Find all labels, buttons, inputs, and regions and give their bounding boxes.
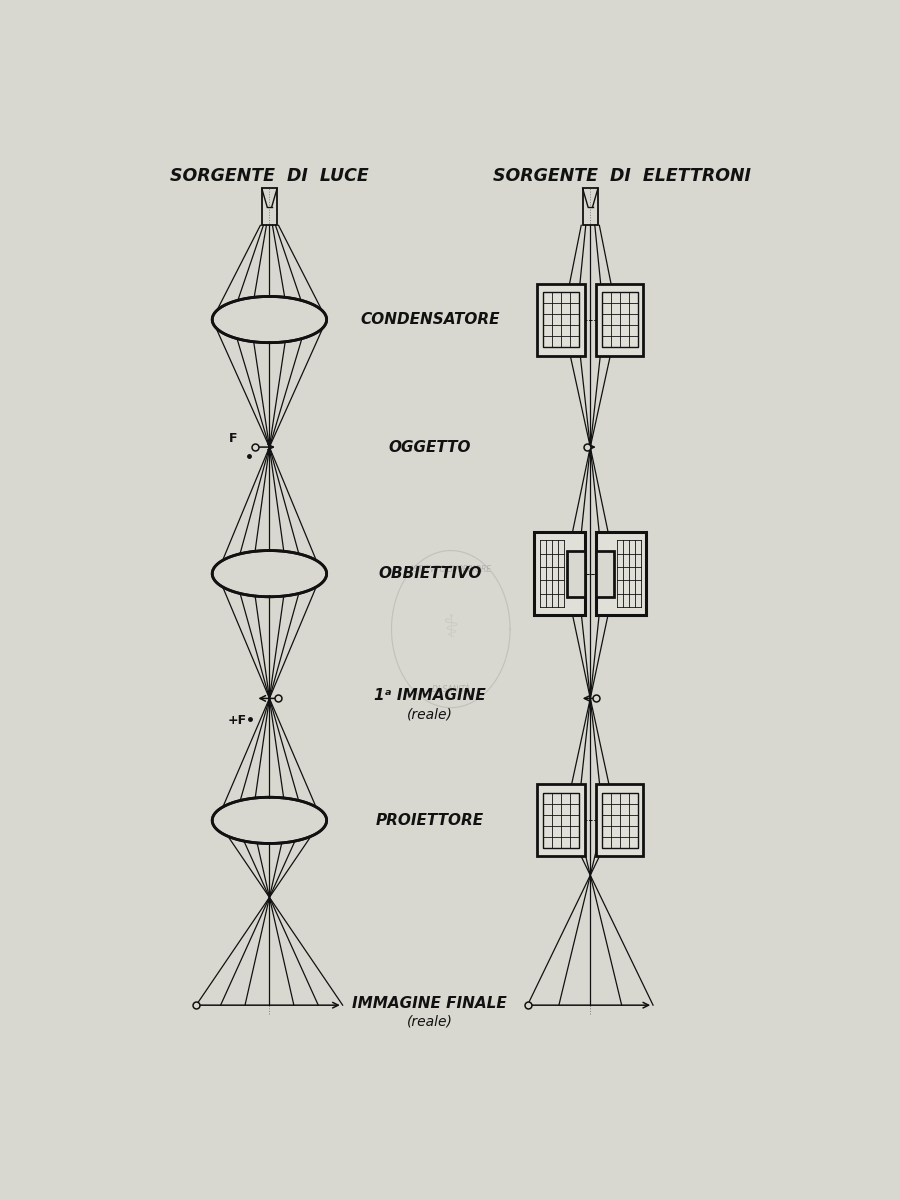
Text: +F: +F — [228, 714, 247, 727]
Text: F: F — [229, 432, 238, 445]
Text: (reale): (reale) — [407, 1015, 453, 1028]
Polygon shape — [212, 797, 327, 844]
Bar — [601, 793, 637, 847]
Bar — [262, 188, 277, 226]
Text: DI SANITÀ: DI SANITÀ — [432, 685, 470, 694]
Text: OBBIETTIVO: OBBIETTIVO — [378, 566, 482, 581]
Text: ⚕: ⚕ — [443, 614, 459, 643]
Bar — [596, 532, 646, 616]
Bar — [601, 292, 637, 347]
Text: CONDENSATORE: CONDENSATORE — [360, 312, 500, 328]
Bar — [582, 188, 598, 226]
Text: IMMAGINE FINALE: IMMAGINE FINALE — [353, 996, 508, 1010]
Text: 1ᵃ IMMAGINE: 1ᵃ IMMAGINE — [374, 688, 486, 703]
Text: SORGENTE  DI  ELETTRONI: SORGENTE DI ELETTRONI — [492, 167, 751, 185]
Bar — [596, 283, 644, 355]
Bar — [535, 532, 585, 616]
Bar — [567, 551, 585, 596]
Bar — [596, 551, 614, 596]
Bar — [543, 292, 579, 347]
Text: OGGETTO: OGGETTO — [389, 439, 471, 455]
Bar — [537, 283, 585, 355]
Text: SORGENTE  DI  LUCE: SORGENTE DI LUCE — [170, 167, 369, 185]
Bar — [537, 785, 585, 857]
Polygon shape — [212, 296, 327, 343]
Text: PROIETTORE: PROIETTORE — [376, 812, 484, 828]
Bar — [543, 793, 579, 847]
Polygon shape — [212, 551, 327, 596]
Text: (reale): (reale) — [407, 707, 453, 721]
Bar — [596, 785, 644, 857]
Text: ISTITVTO SVPERIORE: ISTITVTO SVPERIORE — [410, 564, 491, 574]
